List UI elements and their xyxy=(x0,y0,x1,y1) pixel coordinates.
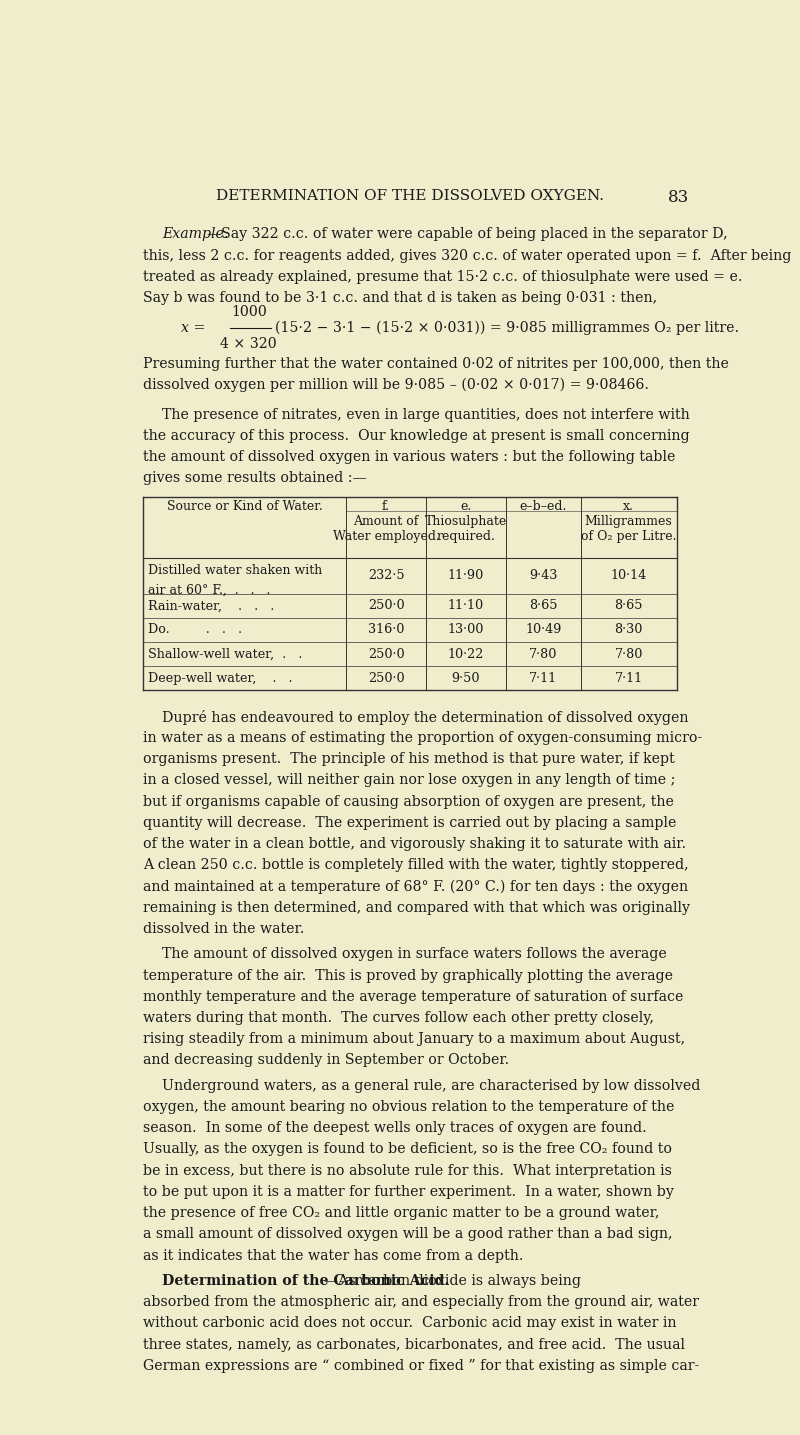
Text: 7·80: 7·80 xyxy=(529,647,558,660)
Text: three states, namely, as carbonates, bicarbonates, and free acid.  The usual: three states, namely, as carbonates, bic… xyxy=(143,1337,686,1352)
Text: 10·49: 10·49 xyxy=(525,623,562,637)
Text: —Say 322 c.c. of water were capable of being placed in the separator D,: —Say 322 c.c. of water were capable of b… xyxy=(207,227,728,241)
Text: (15·2 − 3·1 − (15·2 × 0·031)) = 9·085 milligrammes O₂ per litre.: (15·2 − 3·1 − (15·2 × 0·031)) = 9·085 mi… xyxy=(275,320,739,334)
Text: temperature of the air.  This is proved by graphically plotting the average: temperature of the air. This is proved b… xyxy=(143,969,674,983)
Text: Do.         .   .   .: Do. . . . xyxy=(148,623,242,637)
Text: as it indicates that the water has come from a depth.: as it indicates that the water has come … xyxy=(143,1248,524,1263)
Text: in a closed vessel, will neither gain nor lose oxygen in any length of time ;: in a closed vessel, will neither gain no… xyxy=(143,773,676,788)
Text: f.
Amount of
Water employed.: f. Amount of Water employed. xyxy=(333,501,439,544)
Text: 250·0: 250·0 xyxy=(368,600,404,613)
Text: the amount of dissolved oxygen in various waters : but the following table: the amount of dissolved oxygen in variou… xyxy=(143,451,676,464)
Text: Shallow-well water,  .   .: Shallow-well water, . . xyxy=(148,647,302,660)
Text: e.
Thiosulphate
required.: e. Thiosulphate required. xyxy=(425,501,507,544)
Text: waters during that month.  The curves follow each other pretty closely,: waters during that month. The curves fol… xyxy=(143,1010,654,1025)
Text: —As carbon dioxide is always being: —As carbon dioxide is always being xyxy=(325,1274,582,1289)
Text: German expressions are “ combined or fixed ” for that existing as simple car-: German expressions are “ combined or fix… xyxy=(143,1359,700,1373)
Text: Dupré has endeavoured to employ the determination of dissolved oxygen: Dupré has endeavoured to employ the dete… xyxy=(162,710,689,725)
Text: quantity will decrease.  The experiment is carried out by placing a sample: quantity will decrease. The experiment i… xyxy=(143,815,677,829)
Text: organisms present.  The principle of his method is that pure water, if kept: organisms present. The principle of his … xyxy=(143,752,675,766)
Text: without carbonic acid does not occur.  Carbonic acid may exist in water in: without carbonic acid does not occur. Ca… xyxy=(143,1316,677,1330)
Text: remaining is then determined, and compared with that which was originally: remaining is then determined, and compar… xyxy=(143,901,690,914)
Text: Determination of the Carbonic Acid.: Determination of the Carbonic Acid. xyxy=(162,1274,450,1289)
Text: air at 60° F.,  .   .   .: air at 60° F., . . . xyxy=(148,584,270,597)
Text: Usually, as the oxygen is found to be deficient, so is the free CO₂ found to: Usually, as the oxygen is found to be de… xyxy=(143,1142,672,1157)
Text: 10·22: 10·22 xyxy=(448,647,484,660)
Text: 9·43: 9·43 xyxy=(529,570,558,583)
Text: 232·5: 232·5 xyxy=(368,570,404,583)
Text: but if organisms capable of causing absorption of oxygen are present, the: but if organisms capable of causing abso… xyxy=(143,795,674,808)
Text: Rain-water,    .   .   .: Rain-water, . . . xyxy=(148,600,274,613)
Text: x =: x = xyxy=(181,320,205,334)
Text: x.
Milligrammes
of O₂ per Litre.: x. Milligrammes of O₂ per Litre. xyxy=(581,501,676,544)
Text: e–b–ed.: e–b–ed. xyxy=(520,501,567,514)
Text: absorbed from the atmospheric air, and especially from the ground air, water: absorbed from the atmospheric air, and e… xyxy=(143,1296,699,1309)
Text: oxygen, the amount bearing no obvious relation to the temperature of the: oxygen, the amount bearing no obvious re… xyxy=(143,1101,674,1114)
Text: be in excess, but there is no absolute rule for this.  What interpretation is: be in excess, but there is no absolute r… xyxy=(143,1164,672,1178)
Text: and decreasing suddenly in September or October.: and decreasing suddenly in September or … xyxy=(143,1053,510,1068)
Text: 9·50: 9·50 xyxy=(452,672,480,684)
Text: 250·0: 250·0 xyxy=(368,672,404,684)
Text: 1000: 1000 xyxy=(231,304,266,319)
Text: gives some results obtained :—: gives some results obtained :— xyxy=(143,472,367,485)
Text: and maintained at a temperature of 68° F. (20° C.) for ten days : the oxygen: and maintained at a temperature of 68° F… xyxy=(143,880,689,894)
Text: Underground waters, as a general rule, are characterised by low dissolved: Underground waters, as a general rule, a… xyxy=(162,1079,700,1093)
Text: season.  In some of the deepest wells only traces of oxygen are found.: season. In some of the deepest wells onl… xyxy=(143,1121,647,1135)
Text: The amount of dissolved oxygen in surface waters follows the average: The amount of dissolved oxygen in surfac… xyxy=(162,947,666,961)
Text: 4 × 320: 4 × 320 xyxy=(221,337,277,352)
Text: treated as already explained, presume that 15·2 c.c. of thiosulphate were used =: treated as already explained, presume th… xyxy=(143,270,743,284)
Text: a small amount of dissolved oxygen will be a good rather than a bad sign,: a small amount of dissolved oxygen will … xyxy=(143,1227,673,1241)
Text: 8·30: 8·30 xyxy=(614,623,642,637)
Text: Example.: Example. xyxy=(162,227,228,241)
Text: dissolved oxygen per million will be 9·085 – (0·02 × 0·017) = 9·08466.: dissolved oxygen per million will be 9·0… xyxy=(143,377,650,392)
Text: 316·0: 316·0 xyxy=(368,623,404,637)
Text: 11·90: 11·90 xyxy=(448,570,484,583)
Text: rising steadily from a minimum about January to a maximum about August,: rising steadily from a minimum about Jan… xyxy=(143,1032,686,1046)
Text: 7·11: 7·11 xyxy=(614,672,642,684)
Text: The presence of nitrates, even in large quantities, does not interfere with: The presence of nitrates, even in large … xyxy=(162,408,690,422)
Text: to be put upon it is a matter for further experiment.  In a water, shown by: to be put upon it is a matter for furthe… xyxy=(143,1185,674,1198)
Text: Say b was found to be 3·1 c.c. and that d is taken as being 0·031 : then,: Say b was found to be 3·1 c.c. and that … xyxy=(143,291,658,306)
Text: 8·65: 8·65 xyxy=(614,600,643,613)
Text: of the water in a clean bottle, and vigorously shaking it to saturate with air.: of the water in a clean bottle, and vigo… xyxy=(143,837,686,851)
Text: the presence of free CO₂ and little organic matter to be a ground water,: the presence of free CO₂ and little orga… xyxy=(143,1207,660,1220)
Text: 13·00: 13·00 xyxy=(448,623,484,637)
Text: in water as a means of estimating the proportion of oxygen-consuming micro-: in water as a means of estimating the pr… xyxy=(143,730,702,745)
Text: DETERMINATION OF THE DISSOLVED OXYGEN.: DETERMINATION OF THE DISSOLVED OXYGEN. xyxy=(216,189,604,202)
Text: Presuming further that the water contained 0·02 of nitrites per 100,000, then th: Presuming further that the water contain… xyxy=(143,357,730,370)
Text: 7·11: 7·11 xyxy=(530,672,558,684)
Text: the accuracy of this process.  Our knowledge at present is small concerning: the accuracy of this process. Our knowle… xyxy=(143,429,690,443)
Text: this, less 2 c.c. for reagents added, gives 320 c.c. of water operated upon = f.: this, less 2 c.c. for reagents added, gi… xyxy=(143,248,792,263)
Text: Source or Kind of Water.: Source or Kind of Water. xyxy=(167,501,322,514)
Text: 7·80: 7·80 xyxy=(614,647,642,660)
Text: monthly temperature and the average temperature of saturation of surface: monthly temperature and the average temp… xyxy=(143,990,684,1003)
Text: 250·0: 250·0 xyxy=(368,647,404,660)
Text: 8·65: 8·65 xyxy=(529,600,558,613)
Text: 11·10: 11·10 xyxy=(448,600,484,613)
Text: 10·14: 10·14 xyxy=(610,570,646,583)
Text: Deep-well water,    .   .: Deep-well water, . . xyxy=(148,672,293,684)
Text: A clean 250 c.c. bottle is completely filled with the water, tightly stoppered,: A clean 250 c.c. bottle is completely fi… xyxy=(143,858,689,872)
Text: dissolved in the water.: dissolved in the water. xyxy=(143,921,305,936)
Text: 83: 83 xyxy=(668,189,689,205)
Text: Distilled water shaken with: Distilled water shaken with xyxy=(148,564,322,577)
